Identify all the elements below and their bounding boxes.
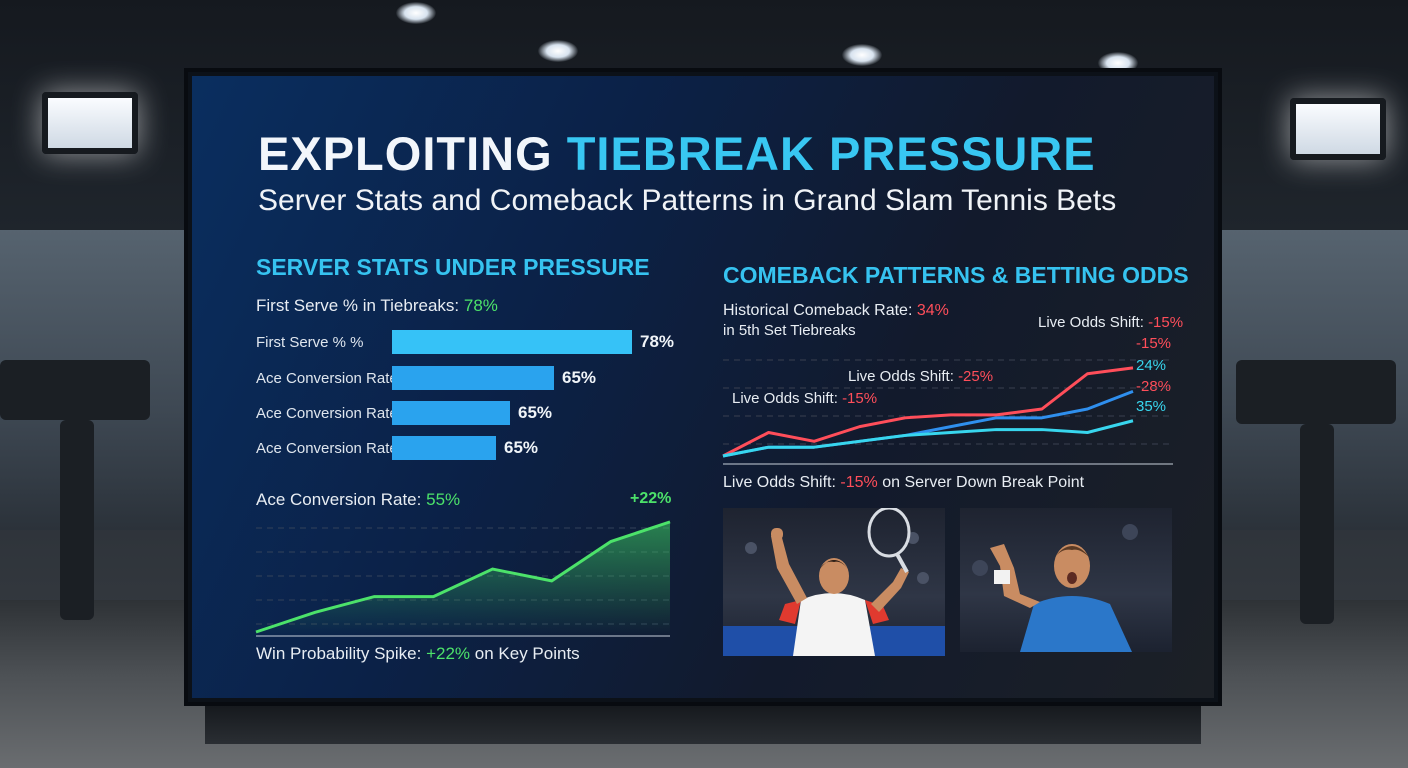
ace-conversion-label: Ace Conversion Rate:	[256, 490, 422, 509]
odds-series-line	[722, 366, 1134, 458]
odds-annotation: Live Odds Shift: -15%	[1038, 314, 1183, 331]
bar-value-label: 65%	[518, 403, 553, 422]
odds-footer-suffix: on Server Down Break Point	[882, 474, 1085, 491]
odds-footer: Live Odds Shift: -15% on Server Down Bre…	[723, 474, 1084, 492]
player-photo-right	[960, 508, 1172, 652]
server-stats-heading: SERVER STATS UNDER PRESSURE	[256, 254, 650, 280]
win-probability-footer: Win Probability Spike: +22% on Key Point…	[256, 644, 580, 664]
odds-footer-value: -15%	[840, 474, 878, 491]
studio-light-right	[1290, 98, 1386, 160]
ace-conversion-stat: Ace Conversion Rate: 55%	[256, 490, 460, 510]
ceiling-spot	[842, 44, 882, 66]
bar-value-label: 78%	[640, 332, 675, 351]
title-accent: TIEBREAK PRESSURE	[566, 127, 1096, 180]
tv-camera-right	[1236, 360, 1396, 424]
ceiling-spot	[538, 40, 578, 62]
area-end-label: +22%	[630, 490, 672, 507]
odds-annotation-value: -15%	[1148, 314, 1184, 331]
odds-footer-prefix: Live Odds Shift:	[723, 474, 836, 491]
bar-value-label: 65%	[562, 368, 597, 387]
ceiling-spot	[396, 2, 436, 24]
first-serve-stat: First Serve % in Tiebreaks: 78%	[256, 296, 498, 316]
win-probability-suffix: on Key Points	[474, 644, 580, 663]
comeback-heading: COMEBACK PATTERNS & BETTING ODDS	[723, 262, 1189, 288]
area-fill	[256, 521, 670, 636]
historical-value: 34%	[916, 302, 949, 319]
odds-annotation: Live Odds Shift: -15%	[732, 390, 877, 407]
odds-annotation-label: Live Odds Shift:	[732, 390, 838, 407]
player-photo-left	[723, 508, 945, 656]
bar	[392, 401, 510, 425]
win-probability-value: +22%	[426, 644, 471, 663]
bar-category-label: Ace Conversion Rate:	[256, 370, 402, 387]
studio-light-left	[42, 92, 138, 154]
first-serve-value: 78%	[463, 296, 498, 315]
first-serve-label: First Serve % in Tiebreaks:	[256, 296, 460, 315]
odds-annotation-label: Live Odds Shift:	[1038, 314, 1144, 331]
line-end-label: -15%	[1136, 335, 1172, 352]
infographic-panel: EXPLOITING TIEBREAK PRESSURE Server Stat…	[192, 76, 1214, 698]
area-series-line	[255, 520, 671, 634]
odds-line-chart	[722, 359, 1173, 465]
odds-annotation: Live Odds Shift: -25%	[848, 368, 993, 385]
bar	[392, 366, 554, 390]
bar-category-label: Ace Conversion Rate:	[256, 440, 402, 457]
page-subtitle: Server Stats and Comeback Patterns in Gr…	[258, 184, 1117, 217]
page-title: EXPLOITING TIEBREAK PRESSURE	[258, 126, 1096, 181]
display-screen: EXPLOITING TIEBREAK PRESSURE Server Stat…	[184, 68, 1222, 706]
line-end-label: -28%	[1136, 378, 1172, 395]
line-end-label: 24%	[1136, 357, 1167, 374]
tv-camera-left	[0, 360, 150, 420]
ace-conversion-value: 55%	[426, 490, 461, 509]
player-fist-pump-image	[972, 524, 1138, 652]
historical-comeback-stat: Historical Comeback Rate: 34%	[723, 302, 949, 320]
historical-subtext: in 5th Set Tiebreaks	[723, 322, 856, 339]
odds-annotation-value: -25%	[958, 368, 994, 385]
camera-tripod-left	[60, 420, 94, 620]
bar-value-label: 65%	[504, 438, 539, 457]
win-probability-area-chart	[255, 520, 671, 637]
odds-annotation-value: -15%	[842, 390, 878, 407]
odds-series-line	[722, 419, 1134, 458]
bar-category-label: First Serve % %	[256, 334, 364, 351]
bar	[392, 436, 496, 460]
camera-tripod-right	[1300, 424, 1334, 624]
bar	[392, 330, 632, 354]
player-celebrating-racket-image	[723, 508, 945, 656]
title-main: EXPLOITING	[258, 127, 553, 180]
line-end-label: 35%	[1136, 398, 1167, 415]
bar-category-label: Ace Conversion Rate:	[256, 405, 402, 422]
odds-annotation-label: Live Odds Shift:	[848, 368, 954, 385]
win-probability-prefix: Win Probability Spike:	[256, 644, 422, 663]
historical-label: Historical Comeback Rate:	[723, 302, 913, 319]
